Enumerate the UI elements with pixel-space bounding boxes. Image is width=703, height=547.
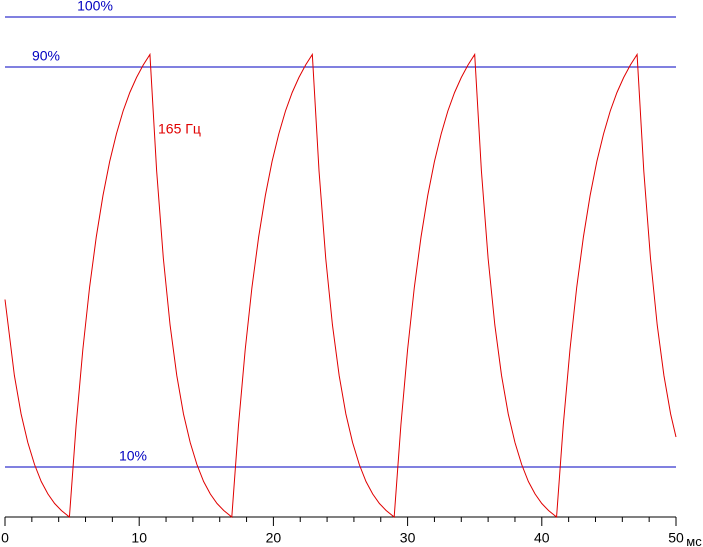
x-tick-label: 10	[131, 530, 147, 546]
reference-label: 90%	[32, 48, 60, 64]
x-unit: мс	[686, 534, 702, 547]
reference-label: 10%	[119, 448, 147, 464]
x-tick-label: 30	[400, 530, 416, 546]
x-tick-label: 40	[534, 530, 550, 546]
x-tick-label: 20	[266, 530, 282, 546]
x-tick-label: 0	[1, 530, 9, 546]
reference-label: 100%	[77, 0, 113, 14]
x-tick-label: 50	[668, 530, 684, 546]
series-line	[4, 52, 677, 518]
series-label: 165 Гц	[158, 121, 201, 137]
